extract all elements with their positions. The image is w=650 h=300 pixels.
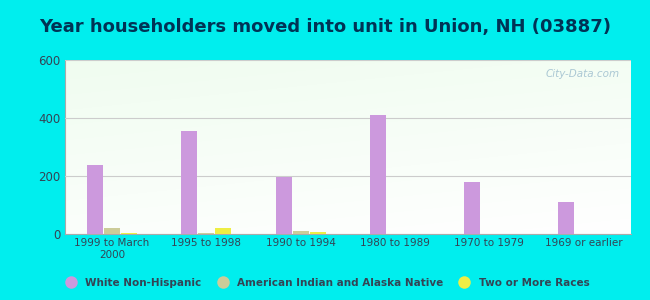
- Legend: White Non-Hispanic, American Indian and Alaska Native, Two or More Races: White Non-Hispanic, American Indian and …: [57, 274, 593, 292]
- Text: Year householders moved into unit in Union, NH (03887): Year householders moved into unit in Uni…: [39, 18, 611, 36]
- Bar: [464, 182, 480, 234]
- Bar: [181, 131, 198, 234]
- Text: City-Data.com: City-Data.com: [545, 69, 619, 79]
- Bar: [309, 232, 326, 234]
- Bar: [558, 202, 575, 234]
- Bar: [121, 232, 137, 234]
- Bar: [276, 177, 292, 234]
- Bar: [87, 165, 103, 234]
- Bar: [215, 228, 231, 234]
- Bar: [292, 231, 309, 234]
- Bar: [370, 115, 386, 234]
- Bar: [198, 232, 214, 234]
- Bar: [104, 228, 120, 234]
